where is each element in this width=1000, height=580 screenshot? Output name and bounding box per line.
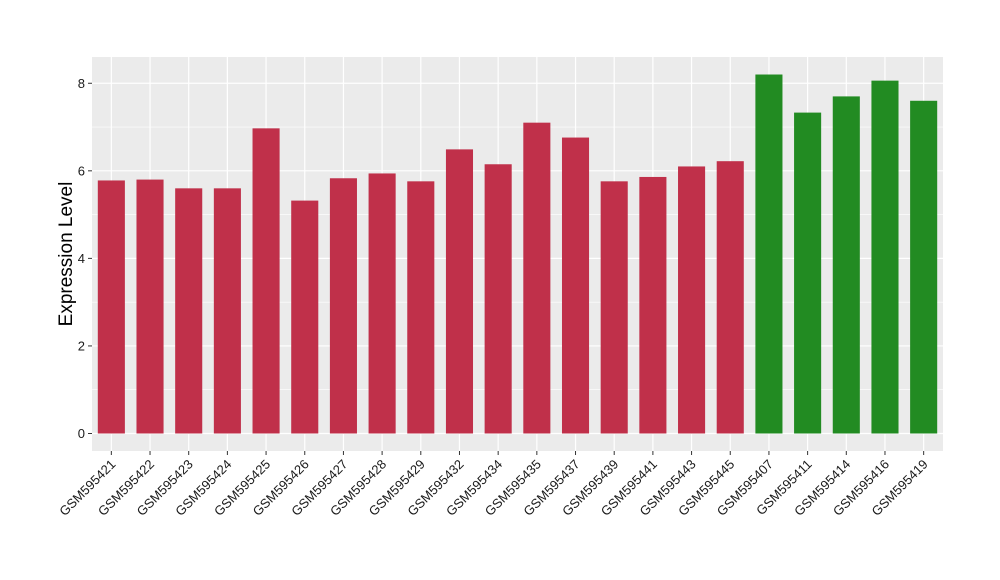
y-tick-label: 2	[78, 338, 85, 353]
bar-GSM595443	[678, 166, 706, 434]
bar-GSM595422	[136, 179, 164, 434]
bar-GSM595424	[213, 188, 241, 434]
bar-GSM595425	[252, 128, 280, 434]
bars	[97, 74, 938, 434]
bar-GSM595416	[871, 80, 899, 434]
y-axis: 0 2 4 6 8	[78, 76, 92, 441]
bar-GSM595407	[755, 74, 783, 434]
bar-GSM595414	[832, 96, 860, 434]
bar-GSM595441	[639, 176, 667, 434]
bar-GSM595427	[329, 178, 357, 434]
y-tick-label: 4	[78, 251, 85, 266]
bar-GSM595439	[600, 181, 628, 434]
bar-GSM595437	[561, 137, 590, 434]
bar-GSM595419	[910, 100, 938, 434]
x-axis: GSM595421GSM595422GSM595423GSM595424GSM5…	[56, 451, 931, 519]
y-tick-label: 0	[78, 426, 85, 441]
bar-GSM595429	[407, 181, 435, 434]
bar-GSM595435	[523, 122, 551, 434]
y-tick-label: 6	[78, 163, 85, 178]
bar-GSM595426	[291, 200, 319, 434]
bar-GSM595434	[484, 164, 512, 434]
y-axis-title: Expression Level	[56, 182, 77, 327]
y-tick-label: 8	[78, 76, 85, 91]
bar-GSM595411	[794, 112, 822, 434]
bar-GSM595445	[716, 161, 744, 434]
bar-GSM595432	[445, 149, 474, 434]
bar-GSM595428	[368, 173, 396, 434]
bar-GSM595421	[97, 180, 125, 434]
bar-GSM595423	[175, 188, 203, 434]
